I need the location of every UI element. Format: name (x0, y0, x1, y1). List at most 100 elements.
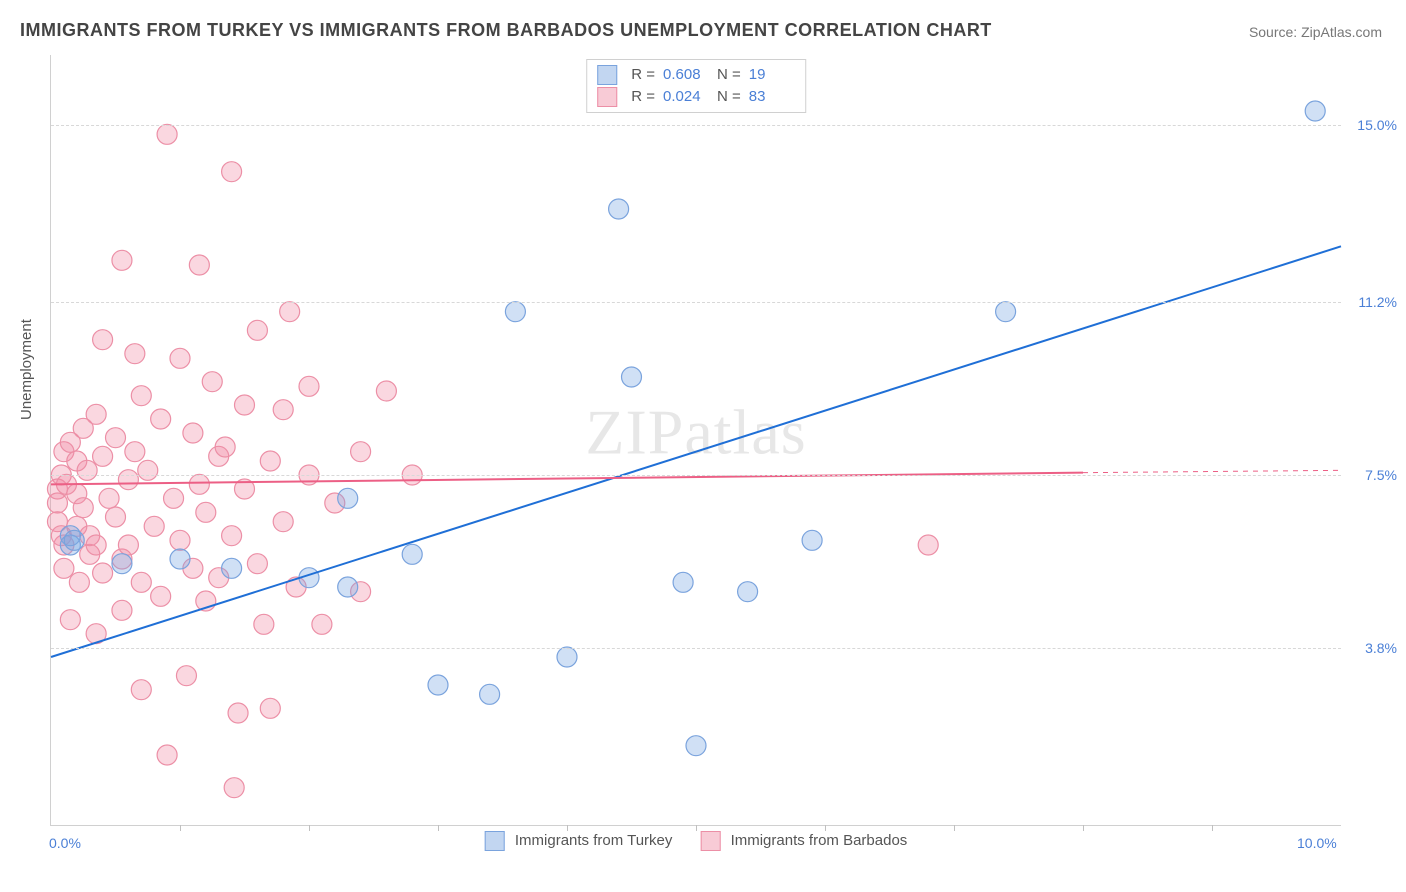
stats-row-barbados: R = 0.024 N = 83 (597, 86, 795, 108)
scatter-point (157, 124, 177, 144)
stats-row-turkey: R = 0.608 N = 19 (597, 64, 795, 86)
source-credit: Source: ZipAtlas.com (1249, 24, 1382, 40)
scatter-point (151, 586, 171, 606)
x-tick-label: 0.0% (49, 835, 81, 851)
scatter-point (338, 577, 358, 597)
x-tick-label: 10.0% (1297, 835, 1337, 851)
swatch-turkey (597, 65, 617, 85)
x-tick (180, 825, 181, 831)
scatter-point (222, 558, 242, 578)
y-tick-label: 3.8% (1347, 640, 1397, 656)
scatter-point (738, 582, 758, 602)
swatch-barbados (700, 831, 720, 851)
scatter-point (222, 162, 242, 182)
scatter-point (996, 302, 1016, 322)
y-tick-label: 15.0% (1347, 117, 1397, 133)
x-tick (1083, 825, 1084, 831)
scatter-point (112, 554, 132, 574)
scatter-point (131, 680, 151, 700)
scatter-point (280, 302, 300, 322)
plot-svg (51, 55, 1341, 825)
scatter-point (235, 395, 255, 415)
scatter-point (402, 544, 422, 564)
scatter-point (54, 558, 74, 578)
x-tick (825, 825, 826, 831)
x-tick (438, 825, 439, 831)
scatter-point (202, 372, 222, 392)
scatter-point (609, 199, 629, 219)
scatter-point (151, 409, 171, 429)
legend-item-barbados: Immigrants from Barbados (700, 831, 907, 851)
scatter-point (77, 460, 97, 480)
scatter-point (93, 446, 113, 466)
scatter-point (428, 675, 448, 695)
scatter-point (164, 488, 184, 508)
scatter-point (99, 488, 119, 508)
y-tick-label: 11.2% (1347, 294, 1397, 310)
r-label: R = (631, 64, 655, 86)
x-tick (954, 825, 955, 831)
scatter-point (189, 474, 209, 494)
scatter-point (557, 647, 577, 667)
scatter-point (480, 684, 500, 704)
plot-area: ZIPatlas R = 0.608 N = 19 R = 0.024 N = … (50, 55, 1341, 826)
scatter-point (196, 502, 216, 522)
scatter-point (215, 437, 235, 457)
gridline (51, 125, 1341, 126)
scatter-point (64, 530, 84, 550)
scatter-point (247, 554, 267, 574)
scatter-point (125, 344, 145, 364)
scatter-point (170, 549, 190, 569)
chart-title: IMMIGRANTS FROM TURKEY VS IMMIGRANTS FRO… (20, 20, 992, 41)
scatter-point (106, 507, 126, 527)
n-value-turkey: 19 (749, 64, 795, 86)
scatter-point (673, 572, 693, 592)
chart-container: IMMIGRANTS FROM TURKEY VS IMMIGRANTS FRO… (0, 0, 1406, 892)
y-tick-label: 7.5% (1347, 467, 1397, 483)
x-tick (696, 825, 697, 831)
trend-line-dash (1083, 470, 1341, 472)
scatter-point (138, 460, 158, 480)
x-tick (567, 825, 568, 831)
r-label: R = (631, 86, 655, 108)
gridline (51, 648, 1341, 649)
scatter-point (170, 530, 190, 550)
scatter-point (918, 535, 938, 555)
n-value-barbados: 83 (749, 86, 795, 108)
legend-label-turkey: Immigrants from Turkey (515, 832, 673, 849)
scatter-point (170, 348, 190, 368)
scatter-point (125, 442, 145, 462)
scatter-point (686, 736, 706, 756)
scatter-point (222, 526, 242, 546)
x-tick (1212, 825, 1213, 831)
x-tick (309, 825, 310, 831)
scatter-point (144, 516, 164, 536)
scatter-point (376, 381, 396, 401)
scatter-point (183, 423, 203, 443)
scatter-point (228, 703, 248, 723)
scatter-point (802, 530, 822, 550)
gridline (51, 475, 1341, 476)
scatter-point (273, 400, 293, 420)
scatter-point (338, 488, 358, 508)
scatter-point (260, 698, 280, 718)
scatter-point (505, 302, 525, 322)
scatter-point (131, 572, 151, 592)
y-axis-label: Unemployment (18, 319, 35, 420)
scatter-point (118, 470, 138, 490)
stats-legend: R = 0.608 N = 19 R = 0.024 N = 83 (586, 59, 806, 113)
scatter-point (106, 428, 126, 448)
series-legend: Immigrants from Turkey Immigrants from B… (485, 831, 908, 851)
scatter-point (260, 451, 280, 471)
scatter-point (118, 535, 138, 555)
scatter-point (86, 404, 106, 424)
scatter-point (1305, 101, 1325, 121)
swatch-barbados (597, 87, 617, 107)
scatter-point (60, 610, 80, 630)
scatter-point (351, 442, 371, 462)
scatter-point (112, 600, 132, 620)
r-value-barbados: 0.024 (663, 86, 709, 108)
n-label: N = (717, 86, 741, 108)
scatter-point (622, 367, 642, 387)
scatter-point (157, 745, 177, 765)
